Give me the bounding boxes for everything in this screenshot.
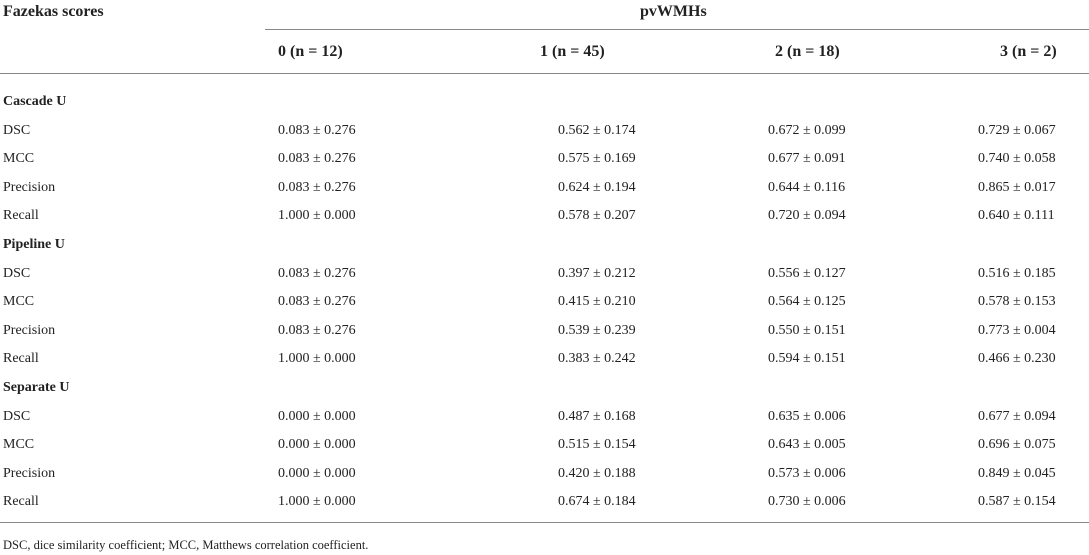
cell: 0.635 ± 0.006 xyxy=(768,408,846,424)
row-label: MCC xyxy=(3,151,35,167)
cell: 0.849 ± 0.045 xyxy=(978,465,1056,481)
row-label: DSC xyxy=(3,122,31,138)
group-rule xyxy=(265,29,1089,30)
cell: 0.578 ± 0.207 xyxy=(558,208,636,224)
cell: 0.556 ± 0.127 xyxy=(768,265,846,281)
cell: 0.865 ± 0.017 xyxy=(978,179,1056,195)
cell: 0.083 ± 0.276 xyxy=(278,322,356,338)
cell: 0.720 ± 0.094 xyxy=(768,208,846,224)
cell: 0.575 ± 0.169 xyxy=(558,151,636,167)
cell: 0.640 ± 0.111 xyxy=(978,208,1055,224)
cell: 0.677 ± 0.094 xyxy=(978,408,1056,424)
row-label: MCC xyxy=(3,437,35,453)
cell: 0.564 ± 0.125 xyxy=(768,294,846,310)
row-label: Precision xyxy=(3,179,56,195)
cell: 0.643 ± 0.005 xyxy=(768,437,846,453)
header-title: Fazekas scores xyxy=(3,3,104,20)
cell: 0.587 ± 0.154 xyxy=(978,494,1056,510)
column-header: 1 (n = 45) xyxy=(540,43,605,60)
row-label: Recall xyxy=(3,208,39,224)
cell: 0.539 ± 0.239 xyxy=(558,322,636,338)
cell: 0.594 ± 0.151 xyxy=(768,351,846,367)
column-header: 0 (n = 12) xyxy=(278,43,343,60)
cell: 0.397 ± 0.212 xyxy=(558,265,636,281)
cell: 0.466 ± 0.230 xyxy=(978,351,1056,367)
cell: 0.415 ± 0.210 xyxy=(558,294,636,310)
bottom-rule xyxy=(0,522,1089,523)
cell: 0.516 ± 0.185 xyxy=(978,265,1056,281)
cell: 1.000 ± 0.000 xyxy=(278,351,356,367)
cell: 0.573 ± 0.006 xyxy=(768,465,846,481)
cell: 0.677 ± 0.091 xyxy=(768,151,846,167)
row-label: MCC xyxy=(3,294,35,310)
cell: 0.730 ± 0.006 xyxy=(768,494,846,510)
column-header: 2 (n = 18) xyxy=(775,43,840,60)
cell: 0.000 ± 0.000 xyxy=(278,437,356,453)
row-label: DSC xyxy=(3,265,31,281)
cell: 0.624 ± 0.194 xyxy=(558,179,636,195)
cell: 0.773 ± 0.004 xyxy=(978,322,1056,338)
cell: 0.644 ± 0.116 xyxy=(768,179,846,195)
cell: 0.672 ± 0.099 xyxy=(768,122,846,138)
cell: 1.000 ± 0.000 xyxy=(278,494,356,510)
row-label: Precision xyxy=(3,322,56,338)
cell: 0.562 ± 0.174 xyxy=(558,122,636,138)
cell: 0.550 ± 0.151 xyxy=(768,322,846,338)
cell: 0.515 ± 0.154 xyxy=(558,437,636,453)
cell: 0.729 ± 0.067 xyxy=(978,122,1056,138)
cell: 0.000 ± 0.000 xyxy=(278,465,356,481)
column-header: 3 (n = 2) xyxy=(1000,43,1057,60)
cell: 0.083 ± 0.276 xyxy=(278,122,356,138)
cell: 0.578 ± 0.153 xyxy=(978,294,1056,310)
cell: 0.000 ± 0.000 xyxy=(278,408,356,424)
cell: 0.083 ± 0.276 xyxy=(278,151,356,167)
header-rule xyxy=(0,73,1089,74)
cell: 0.740 ± 0.058 xyxy=(978,151,1056,167)
cell: 0.083 ± 0.276 xyxy=(278,294,356,310)
row-label: Precision xyxy=(3,465,56,481)
cell: 0.487 ± 0.168 xyxy=(558,408,636,424)
section-label: Pipeline U xyxy=(3,237,65,252)
row-label: Recall xyxy=(3,351,39,367)
cell: 0.696 ± 0.075 xyxy=(978,437,1056,453)
cell: 1.000 ± 0.000 xyxy=(278,208,356,224)
cell: 0.383 ± 0.242 xyxy=(558,351,636,367)
header-group: pvWMHs xyxy=(640,3,707,20)
row-label: DSC xyxy=(3,408,31,424)
section-label: Cascade U xyxy=(3,94,67,109)
cell: 0.083 ± 0.276 xyxy=(278,179,356,195)
cell: 0.674 ± 0.184 xyxy=(558,494,636,510)
cell: 0.083 ± 0.276 xyxy=(278,265,356,281)
footnote: DSC, dice similarity coefficient; MCC, M… xyxy=(3,538,369,552)
section-label: Separate U xyxy=(3,380,70,395)
row-label: Recall xyxy=(3,494,39,510)
cell: 0.420 ± 0.188 xyxy=(558,465,636,481)
